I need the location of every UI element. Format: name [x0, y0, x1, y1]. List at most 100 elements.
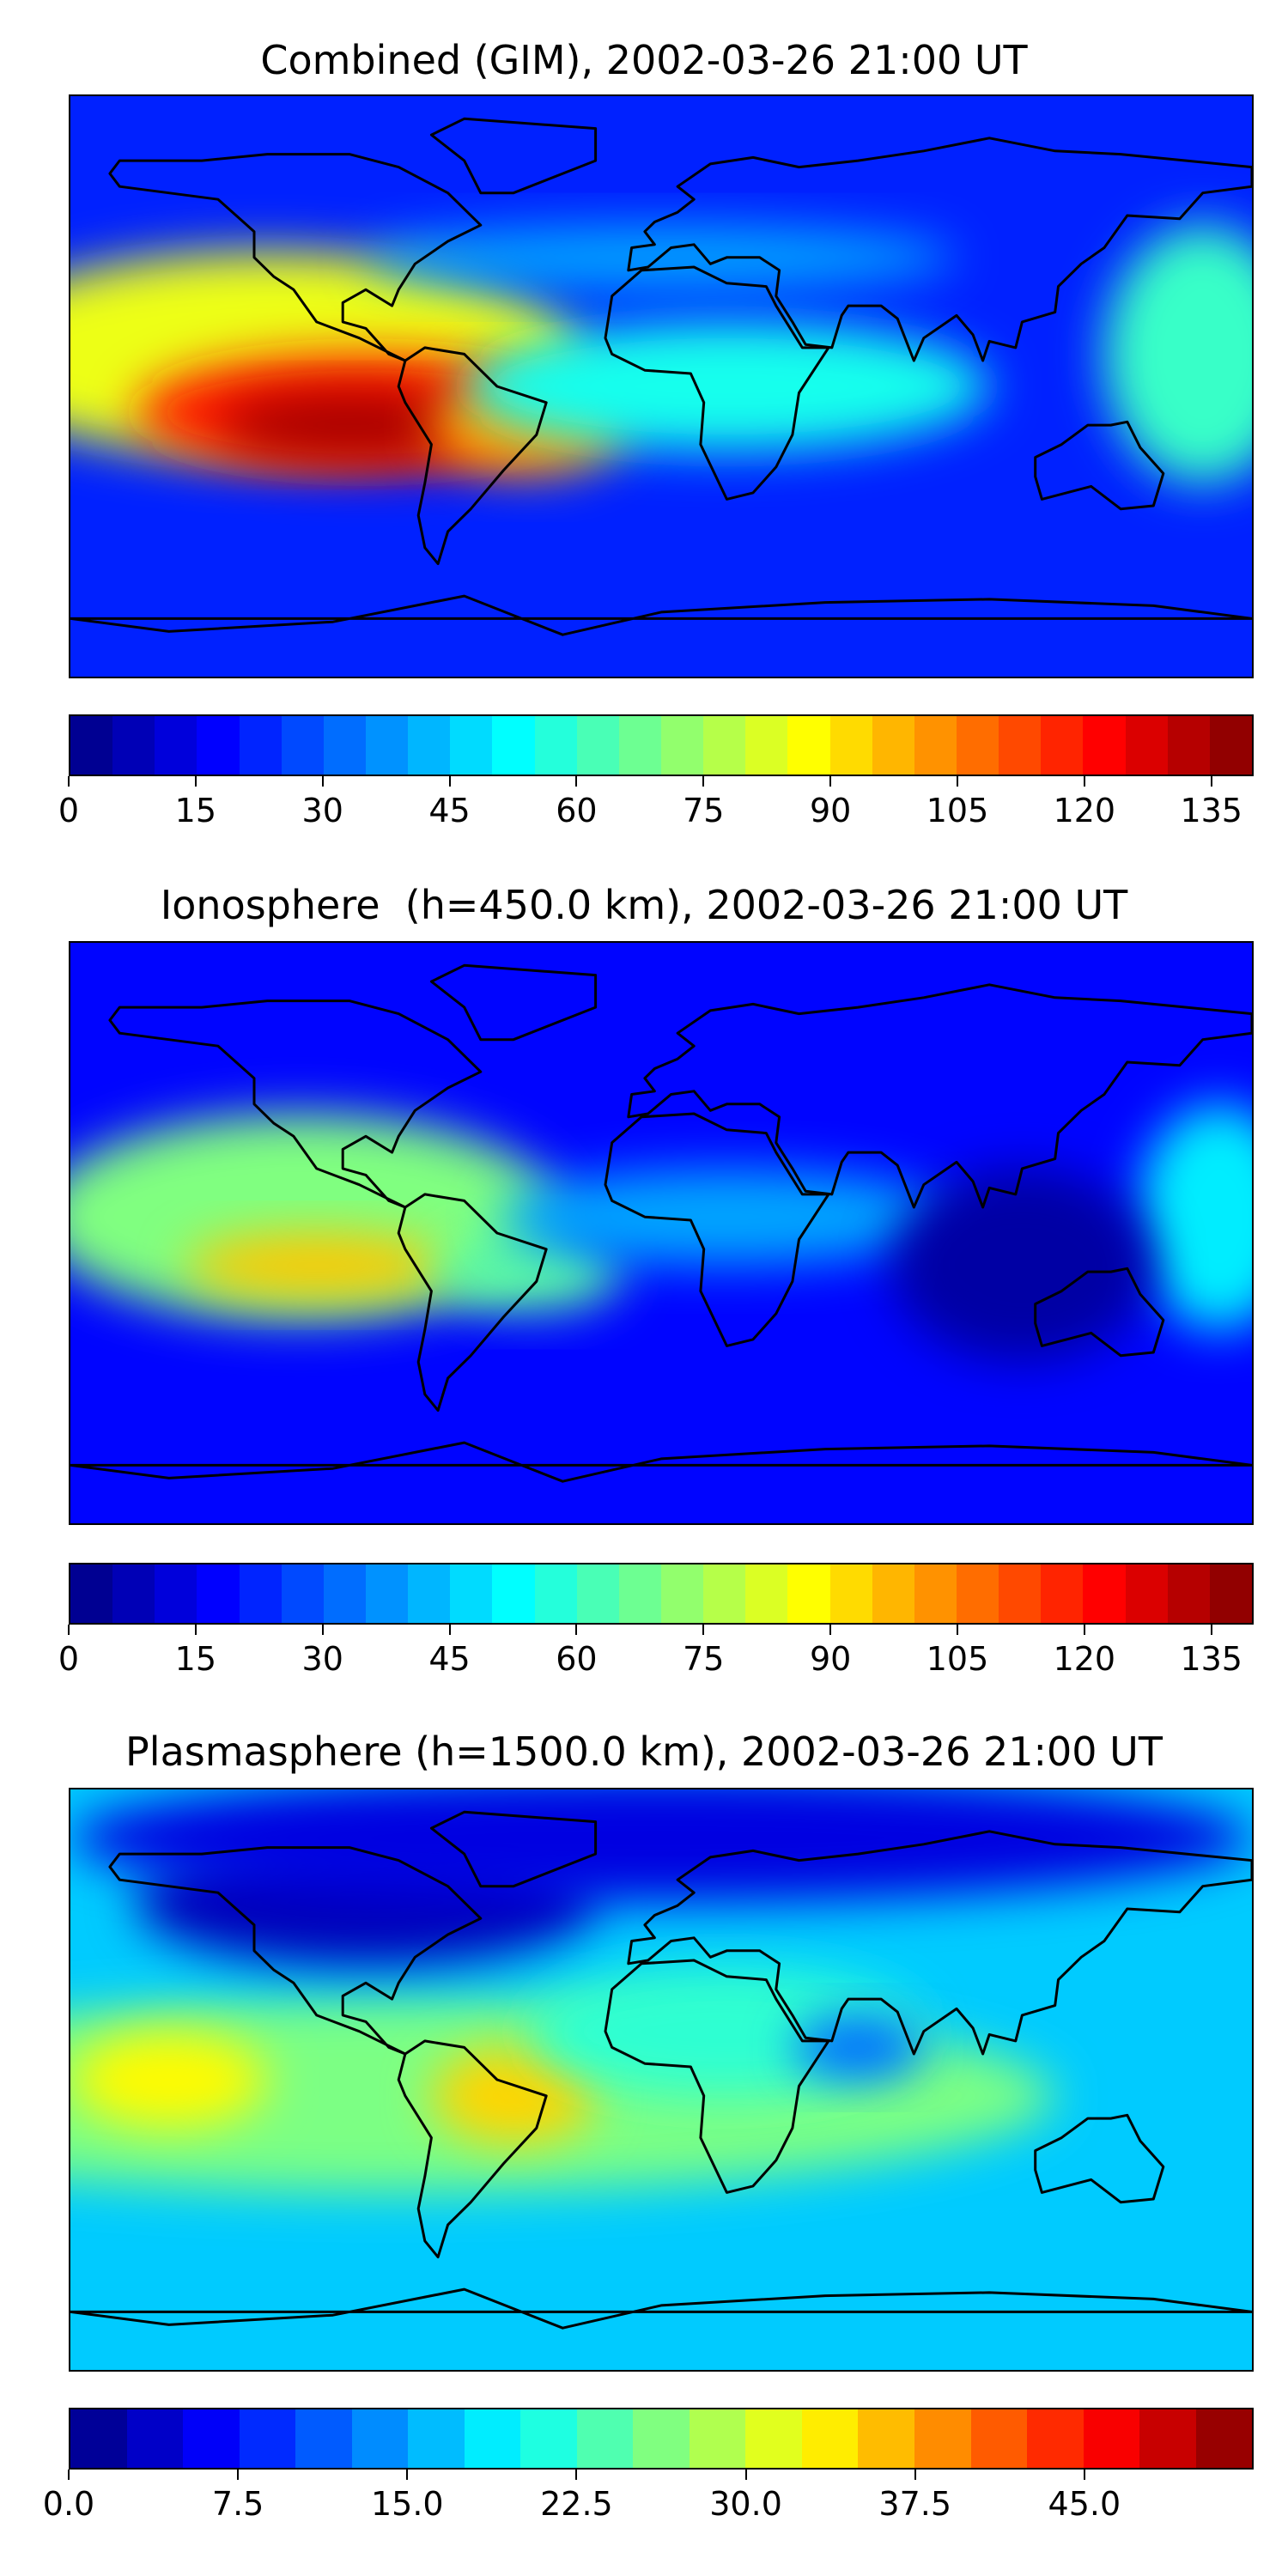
colorbar-tick-label: 90	[809, 792, 852, 829]
colorbar-tick-label: 30.0	[709, 2485, 782, 2523]
colorbar-tick	[1083, 776, 1085, 787]
map-plasmasphere	[69, 1788, 1254, 2372]
colorbar-tick	[957, 1625, 958, 1635]
colorbar-cell	[914, 2409, 971, 2468]
colorbar-cell	[689, 2409, 746, 2468]
colorbar-cell	[450, 1564, 493, 1623]
colorbar-tick	[702, 1625, 705, 1635]
colorbar-tick	[194, 776, 197, 787]
colorbar-cell	[914, 1564, 957, 1623]
map-ionosphere	[69, 941, 1254, 1525]
colorbar-tick-label: 37.5	[878, 2485, 952, 2523]
colorbar-cell	[365, 1564, 409, 1623]
colorbar-cell	[618, 716, 661, 775]
colorbar-tick	[448, 1625, 451, 1635]
colorbar-cell	[999, 1564, 1042, 1623]
colorbar-cell	[1125, 1564, 1168, 1623]
colorbar-cell	[660, 716, 704, 775]
colorbar-cell	[576, 716, 619, 775]
coastline	[627, 137, 1252, 362]
colorbar-cell	[872, 716, 914, 775]
colorbar-cell	[323, 1564, 366, 1623]
tec-contour-region	[496, 1168, 957, 1266]
colorbar-tick-label: 45.0	[1048, 2485, 1121, 2523]
coastline	[397, 2039, 548, 2259]
colorbar-tick	[406, 2470, 409, 2480]
colorbar-tick	[957, 776, 958, 787]
colorbar-tick-label: 30	[301, 1640, 343, 1678]
coastline	[604, 265, 830, 501]
colorbar-tick-label: 15	[174, 1640, 217, 1678]
coastline	[1034, 1267, 1165, 1358]
colorbar-cell	[408, 716, 451, 775]
colorbar-cell	[1167, 1564, 1210, 1623]
colorbar-tick-label: 90	[809, 1640, 852, 1678]
colorbar-cell	[323, 716, 366, 775]
colorbar-cell	[281, 716, 324, 775]
colorbar-cell	[1125, 716, 1168, 775]
colorbar-cell	[660, 1564, 704, 1623]
colorbar-cell	[703, 1564, 746, 1623]
colorbar-cell	[239, 716, 282, 775]
colorbar-tick	[1210, 1625, 1212, 1635]
colorbar-ionosphere	[69, 1563, 1254, 1625]
colorbar-tick-label: 0	[58, 1640, 80, 1678]
colorbar-tick-label: 75	[683, 1640, 725, 1678]
colorbar-tick	[321, 776, 324, 787]
colorbar-tick-label: 0.0	[42, 2485, 95, 2523]
colorbar-tick	[68, 776, 70, 787]
tec-contour-region	[70, 2031, 268, 2129]
colorbar-cell	[576, 2409, 634, 2468]
colorbar-cell	[197, 1564, 240, 1623]
colorbar-cell	[408, 1564, 451, 1623]
colorbar-cell	[534, 1564, 577, 1623]
colorbar-cell	[1083, 716, 1126, 775]
colorbar-tick-label: 15.0	[370, 2485, 444, 2523]
colorbar-cell	[914, 716, 957, 775]
colorbar-tick-label: 0	[58, 792, 80, 829]
colorbar-tick-label: 105	[926, 1640, 989, 1678]
coastline	[604, 1959, 830, 2194]
colorbar-cell	[492, 716, 535, 775]
map-plot-ionosphere	[70, 943, 1252, 1523]
colorbar-cell	[703, 716, 746, 775]
tec-contour-region	[464, 321, 990, 452]
colorbar-tick	[448, 776, 451, 787]
colorbar-cell	[1209, 716, 1252, 775]
colorbar-cell	[464, 2409, 521, 2468]
tec-contour-region	[890, 1168, 1154, 1363]
map-plot-plasmasphere	[70, 1789, 1252, 2370]
colorbar-ticks-ionosphere: 0 15 30 45 60 75 90 105 120 135	[58, 1625, 1254, 1678]
colorbar-cell	[281, 1564, 324, 1623]
coastline	[627, 1830, 1252, 2056]
colorbar-cell	[70, 716, 113, 775]
colorbar-combined	[69, 714, 1254, 776]
colorbar-cell	[197, 716, 240, 775]
tec-contour-region	[185, 1233, 448, 1298]
coastline	[397, 1193, 548, 1413]
colorbar-cell	[534, 716, 577, 775]
colorbar-cell	[999, 716, 1042, 775]
colorbar-cell	[829, 716, 872, 775]
tec-contour-region	[792, 2014, 924, 2080]
colorbar-tick	[1083, 1625, 1085, 1635]
map-combined	[69, 94, 1254, 678]
colorbar-tick	[68, 2470, 70, 2480]
colorbar-tick	[914, 2470, 916, 2480]
coastline	[70, 2287, 1252, 2330]
colorbar-cell	[829, 1564, 872, 1623]
coastline	[70, 594, 1252, 636]
colorbar-tick	[575, 776, 578, 787]
colorbar-tick-label: 30	[301, 792, 343, 829]
colorbar-cell	[1209, 1564, 1252, 1623]
colorbar-cell	[155, 1564, 197, 1623]
colorbar-tick-label: 22.5	[540, 2485, 613, 2523]
colorbar-cell	[70, 2409, 127, 2468]
colorbar-cell	[618, 1564, 661, 1623]
colorbar-tick	[702, 776, 705, 787]
colorbar-cell	[858, 2409, 914, 2468]
colorbar-cell	[365, 716, 409, 775]
coastline	[429, 1810, 598, 1888]
coastline	[429, 963, 598, 1042]
coastline	[108, 999, 483, 1209]
